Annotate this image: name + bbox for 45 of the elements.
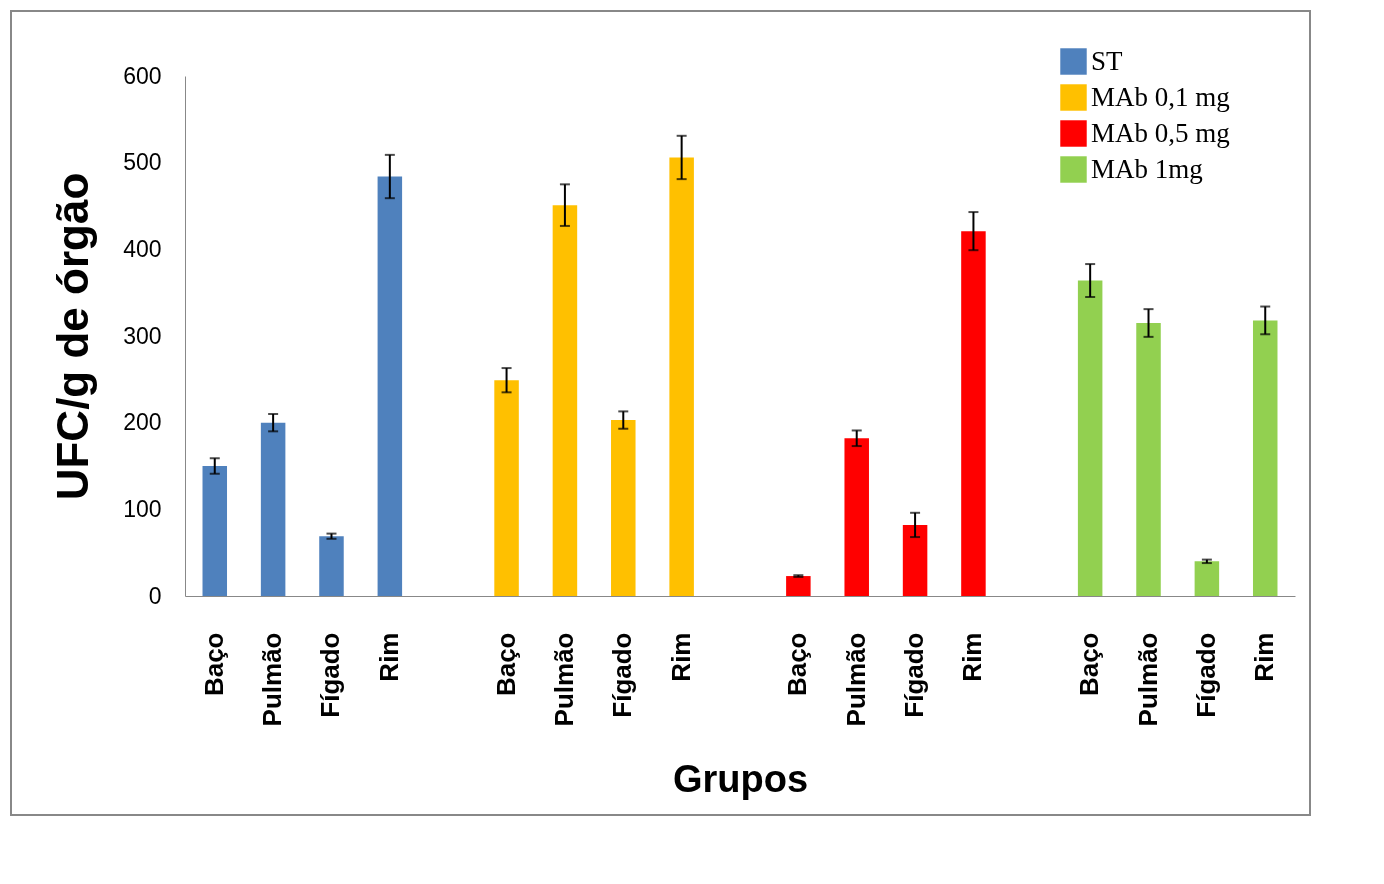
bar <box>961 231 986 596</box>
x-tick-label: Pulmão <box>257 632 288 727</box>
legend-label: MAb 1mg <box>1091 153 1203 184</box>
x-tick-label: Rim <box>1249 632 1280 682</box>
x-tick-label: Baço <box>1074 632 1105 697</box>
y-axis-title: UFC/g de órgão <box>48 172 98 501</box>
bar <box>786 576 811 596</box>
x-tick-label: Fígado <box>899 632 930 718</box>
bar <box>669 157 694 596</box>
bar <box>494 380 519 596</box>
x-tick-label: Baço <box>782 632 813 697</box>
x-tick-label: Baço <box>198 632 229 697</box>
legend-label: MAb 0,1 mg <box>1091 81 1230 112</box>
bar <box>1194 561 1220 596</box>
bar <box>377 176 403 596</box>
y-tick-label: 0 <box>148 582 162 609</box>
y-tick-label: 400 <box>123 235 162 262</box>
x-tick-label: Fígado <box>315 632 346 718</box>
bar <box>902 524 928 596</box>
bar <box>552 205 578 596</box>
bar <box>202 466 228 596</box>
bar <box>611 420 636 596</box>
bar <box>260 422 286 596</box>
y-tick-label: 300 <box>123 322 162 349</box>
x-tick-label: Pulmão <box>1132 632 1163 727</box>
y-tick-label: 100 <box>123 495 162 522</box>
bar <box>1136 323 1161 596</box>
x-tick-label: Baço <box>490 632 521 697</box>
x-tick-label: Rim <box>665 632 696 682</box>
bar <box>1252 320 1278 596</box>
x-tick-label: Fígado <box>1190 632 1221 718</box>
legend-label: ST <box>1091 45 1124 76</box>
y-tick-label: 500 <box>123 149 162 176</box>
x-tick-label: Rim <box>373 632 404 682</box>
x-axis-title: Grupos <box>672 758 809 801</box>
bar <box>844 438 869 596</box>
bar <box>319 536 344 596</box>
x-tick-label: Rim <box>957 632 988 682</box>
x-tick-label: Pulmão <box>548 632 579 727</box>
x-tick-label: Pulmão <box>840 632 871 727</box>
y-tick-label: 200 <box>123 409 162 436</box>
bar <box>1077 280 1103 596</box>
x-tick-label: Fígado <box>607 632 638 718</box>
legend-label: MAb 0,5 mg <box>1091 117 1230 148</box>
y-tick-label: 600 <box>123 62 162 89</box>
